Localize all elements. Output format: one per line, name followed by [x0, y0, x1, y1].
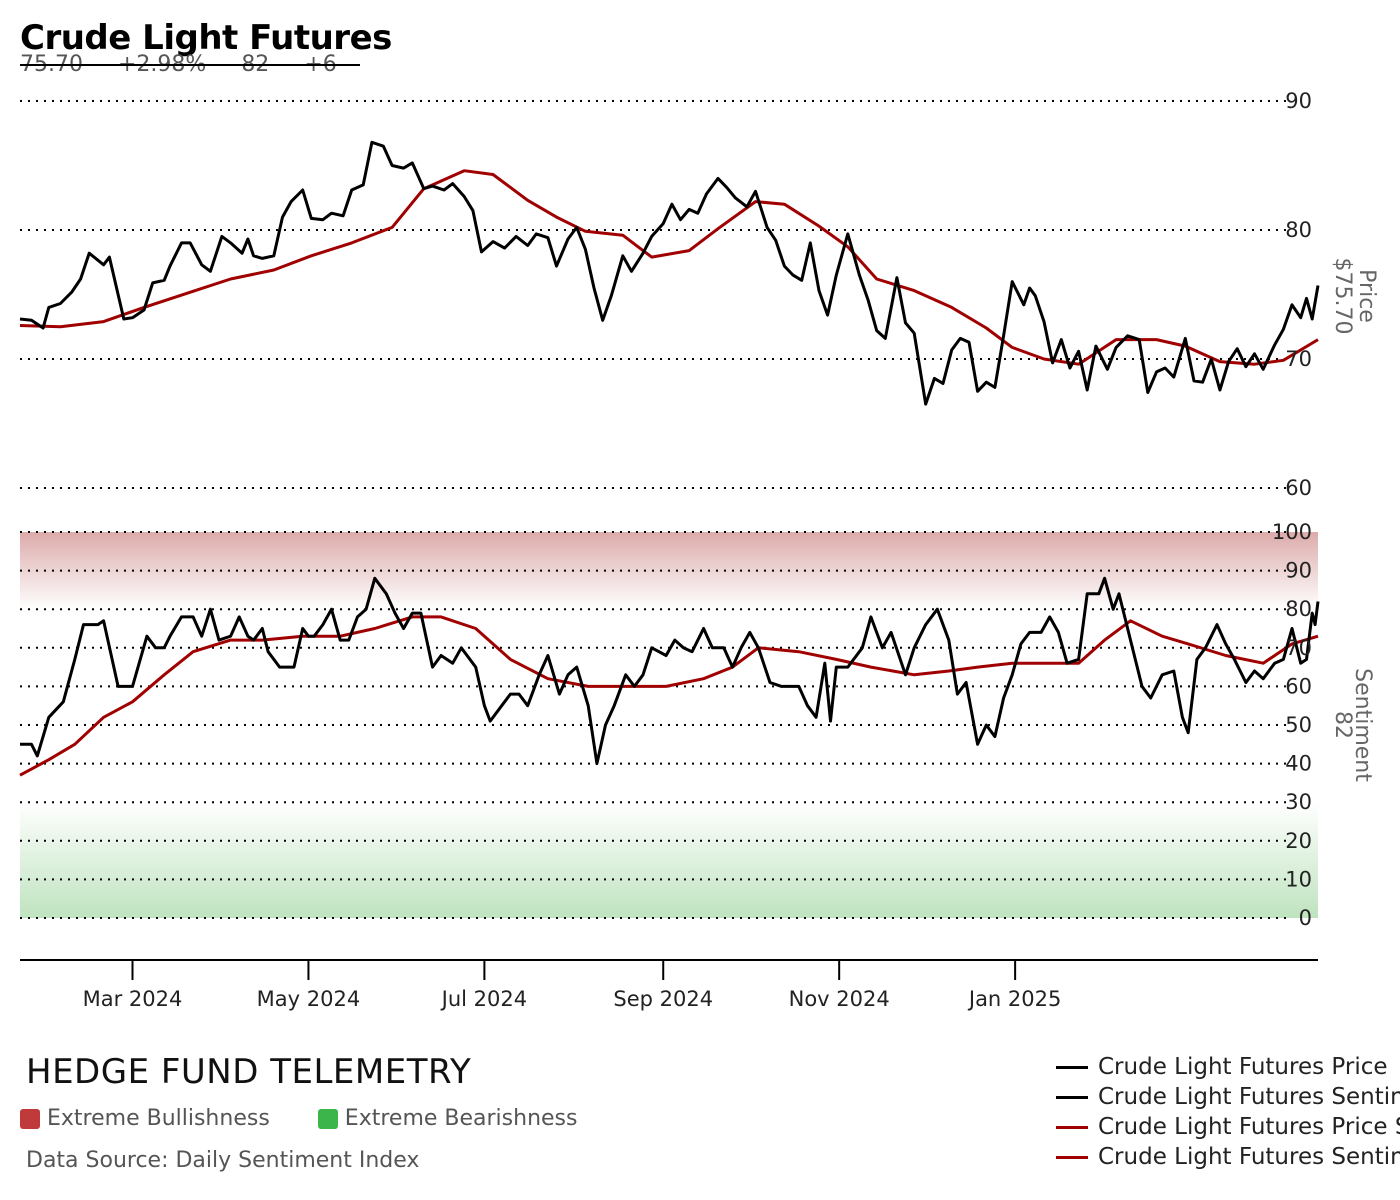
x-tick-label: Sep 2024 — [613, 987, 713, 1011]
legend-item[interactable]: Crude Light Futures Sentim — [1056, 1142, 1400, 1172]
title-underline — [20, 64, 360, 66]
data-source: Data Source: Daily Sentiment Index — [26, 1148, 420, 1173]
x-tick-label: Nov 2024 — [789, 987, 890, 1011]
extreme-bearishness-zone — [20, 802, 1318, 918]
x-axis: Mar 2024 May 2024 Jul 2024 Sep 2024 Nov 2024… — [20, 959, 1318, 1011]
legend-item[interactable]: Crude Light Futures Price S — [1056, 1112, 1400, 1142]
bear-swatch — [317, 1108, 338, 1129]
legend-line — [1056, 1155, 1088, 1159]
sentiment-tick-label: 40 — [1285, 752, 1312, 776]
legend-extreme-bearishness[interactable]: Extreme Bearishness — [317, 1106, 578, 1131]
legend-line — [1056, 1125, 1088, 1129]
legend-label: Crude Light Futures Price S — [1098, 1114, 1400, 1140]
gridlines — [20, 100, 1290, 919]
bear-label: Extreme Bearishness — [344, 1106, 578, 1131]
price-line — [19, 140, 1320, 406]
legend-label: Crude Light Futures Sentiment — [1098, 1084, 1400, 1110]
x-tick-label: Jul 2024 — [440, 987, 527, 1011]
bull-label: Extreme Bullishness — [47, 1106, 270, 1131]
legend-item[interactable]: Crude Light Futures Price — [1056, 1052, 1400, 1082]
legend-item[interactable]: Crude Light Futures Sentiment — [1056, 1082, 1400, 1112]
series-lines — [19, 140, 1320, 777]
price-tick-label: 70 — [1285, 347, 1312, 371]
price-tick-label: 60 — [1285, 476, 1312, 500]
sentiment-tick-label: 90 — [1285, 559, 1312, 583]
y-axes: 60 70 80 90 0 10 20 30 40 50 60 70 80 90 100 Price$75.7… — [1272, 89, 1379, 930]
brand-name: HEDGE FUND TELEMETRY — [26, 1052, 472, 1092]
price-tick-label: 80 — [1285, 218, 1312, 242]
legend-extreme-bullishness[interactable]: Extreme Bullishness — [20, 1106, 270, 1131]
legend-label: Crude Light Futures Sentim — [1098, 1144, 1400, 1170]
sentiment-tick-label: 50 — [1285, 713, 1312, 737]
sentiment-tick-label: 80 — [1285, 597, 1312, 621]
price-smoothed-line — [19, 169, 1319, 366]
sentiment-smoothed-line — [19, 615, 1319, 777]
price-axis-value: $75.70 — [1330, 258, 1355, 335]
bull-swatch — [20, 1108, 40, 1129]
legend-label: Crude Light Futures Price — [1098, 1054, 1388, 1080]
x-tick-label: Mar 2024 — [83, 987, 183, 1011]
sentiment-tick-label: 60 — [1285, 674, 1312, 698]
sentiment-zones — [20, 532, 1318, 918]
price-tick-label: 90 — [1285, 89, 1312, 113]
chart-title: Crude Light Futures — [20, 18, 392, 58]
sentiment-tick-label: 10 — [1285, 867, 1312, 891]
sentiment-tick-label: 70 — [1285, 636, 1312, 660]
sentiment-axis-title: Sentiment — [1350, 668, 1375, 782]
sentiment-line — [20, 576, 1320, 766]
legend-line — [1056, 1065, 1088, 1069]
sentiment-tick-label: 100 — [1272, 520, 1312, 544]
sentiment-tick-label: 30 — [1285, 790, 1312, 814]
sentiment-tick-label: 0 — [1299, 906, 1312, 930]
sentiment-axis-value: 82 — [1330, 711, 1355, 739]
zone-legend: Extreme Bullishness Extreme Bearishness — [20, 1106, 577, 1131]
price-axis-title: Price — [1354, 269, 1379, 323]
series-legend: Crude Light Futures Price Crude Light Fu… — [1056, 1052, 1400, 1172]
sentiment-tick-label: 20 — [1285, 829, 1312, 853]
x-tick-label: May 2024 — [257, 987, 361, 1011]
x-tick-label: Jan 2025 — [967, 987, 1062, 1011]
price-sentiment-chart: Mar 2024 May 2024 Jul 2024 Sep 2024 Nov 2024… — [19, 89, 1379, 1011]
legend-line — [1056, 1095, 1088, 1099]
